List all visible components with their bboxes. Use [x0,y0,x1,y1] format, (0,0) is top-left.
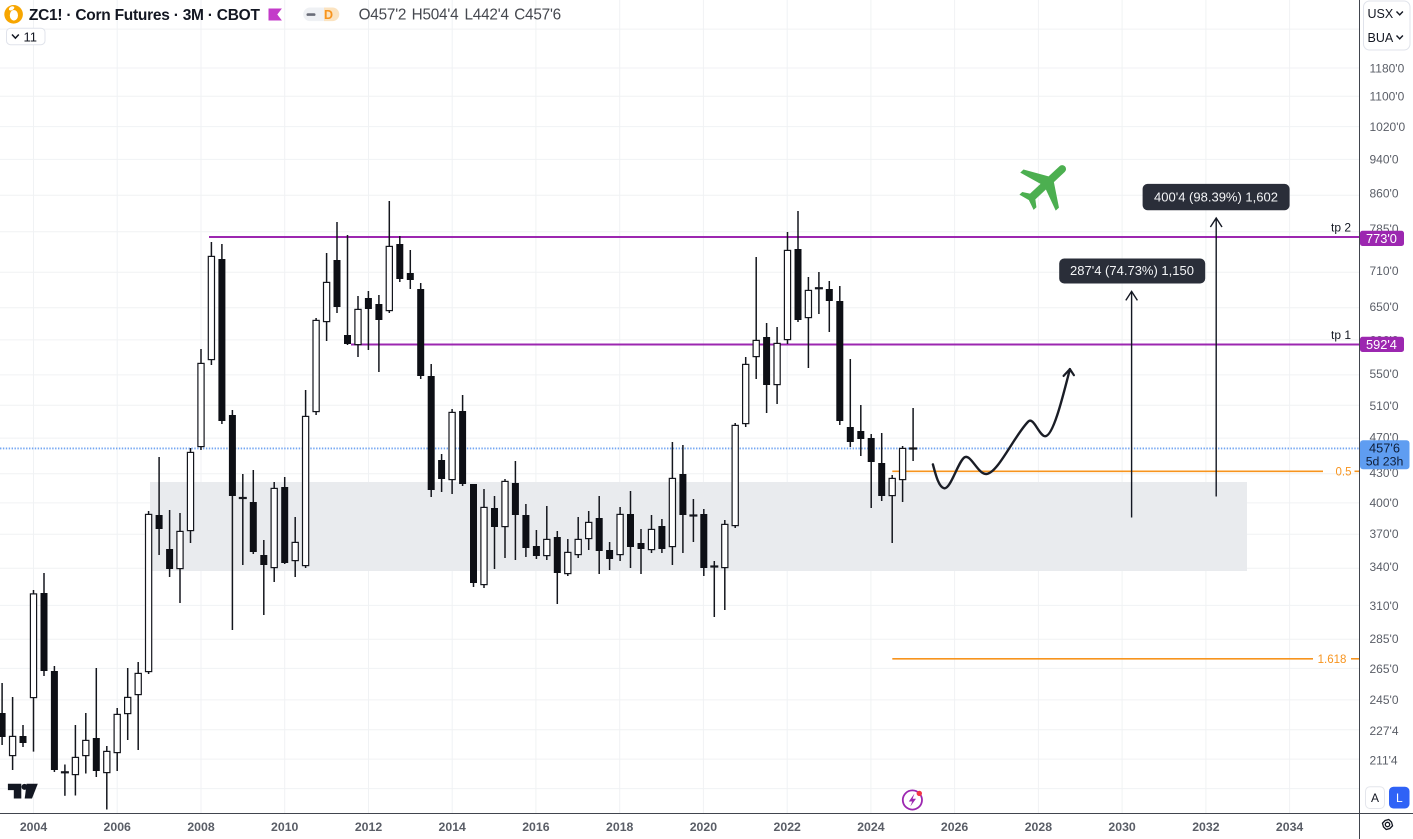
svg-text:400'4 (98.39%) 1,602: 400'4 (98.39%) 1,602 [1154,189,1278,204]
svg-text:L: L [1396,791,1403,805]
svg-text:2026: 2026 [941,820,969,834]
svg-text:L442'4: L442'4 [465,7,510,24]
svg-text:265'0: 265'0 [1370,662,1399,676]
svg-text:1180'0: 1180'0 [1370,61,1405,75]
svg-text:2028: 2028 [1025,820,1053,834]
svg-text:2034: 2034 [1276,820,1304,834]
svg-text:773'0: 773'0 [1366,231,1397,246]
svg-text:1.618: 1.618 [1318,654,1347,666]
svg-text:H504'4: H504'4 [412,7,459,24]
svg-text:5d 23h: 5d 23h [1366,455,1404,469]
svg-text:2006: 2006 [104,820,132,834]
svg-text:2018: 2018 [606,820,634,834]
svg-text:BUA: BUA [1368,31,1394,45]
svg-text:2030: 2030 [1108,820,1136,834]
svg-text:O457'2: O457'2 [359,7,407,24]
svg-text:11: 11 [24,29,38,44]
svg-text:tp 1: tp 1 [1331,328,1351,342]
svg-text:245'0: 245'0 [1370,693,1399,707]
svg-text:2016: 2016 [522,820,550,834]
svg-text:287'4 (74.73%) 1,150: 287'4 (74.73%) 1,150 [1070,263,1194,278]
svg-text:940'0: 940'0 [1370,152,1399,166]
svg-text:2032: 2032 [1192,820,1220,834]
svg-text:285'0: 285'0 [1370,632,1399,646]
svg-text:USX: USX [1368,7,1394,21]
svg-text:860'0: 860'0 [1370,186,1399,200]
svg-text:310'0: 310'0 [1370,599,1399,613]
svg-text:592'4: 592'4 [1366,337,1397,352]
svg-text:C457'6: C457'6 [514,7,561,24]
svg-text:2010: 2010 [271,820,299,834]
svg-text:2008: 2008 [187,820,215,834]
svg-text:650'0: 650'0 [1370,300,1399,314]
svg-text:2022: 2022 [774,820,802,834]
svg-text:550'0: 550'0 [1370,367,1399,381]
svg-text:1020'0: 1020'0 [1370,120,1406,134]
svg-text:D: D [324,8,333,22]
svg-text:2024: 2024 [857,820,885,834]
svg-text:710'0: 710'0 [1370,264,1399,278]
svg-text:430'0: 430'0 [1370,466,1399,480]
svg-text:1100'0: 1100'0 [1370,90,1405,104]
svg-text:457'6: 457'6 [1369,441,1400,456]
svg-text:A: A [1371,791,1379,805]
svg-text:510'0: 510'0 [1370,399,1399,413]
svg-text:0.5: 0.5 [1336,466,1352,478]
svg-text:370'0: 370'0 [1370,527,1399,541]
svg-text:227'4: 227'4 [1370,724,1399,738]
svg-text:tp 2: tp 2 [1331,221,1351,235]
svg-text:400'0: 400'0 [1370,496,1399,510]
svg-text:211'4: 211'4 [1370,754,1398,768]
svg-text:2014: 2014 [439,820,467,834]
svg-text:ZC1! · Corn Futures · 3M · CBO: ZC1! · Corn Futures · 3M · CBOT [29,7,261,24]
svg-text:2004: 2004 [20,820,48,834]
svg-text:2012: 2012 [355,820,383,834]
svg-text:340'0: 340'0 [1370,560,1399,574]
svg-text:2020: 2020 [690,820,718,834]
